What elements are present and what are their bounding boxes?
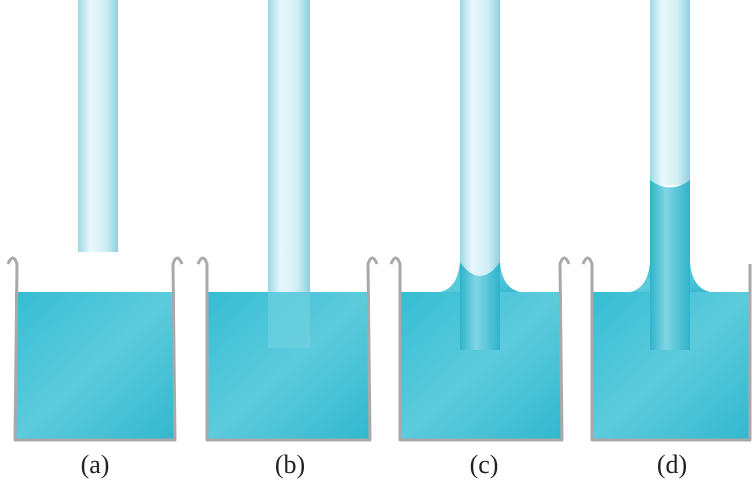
water (15, 292, 175, 439)
tube-water (650, 180, 690, 350)
beaker-c (389, 0, 571, 442)
panel-label: (b) (275, 450, 305, 479)
panel-label: (c) (470, 450, 499, 479)
panel-label: (d) (657, 450, 687, 479)
beaker-b (196, 0, 379, 442)
beaker-a (6, 0, 184, 442)
beaker-wall (6, 256, 184, 442)
beaker-d (581, 0, 752, 442)
beaker-wall (389, 256, 571, 442)
tube-water (460, 262, 500, 350)
tube (460, 0, 500, 300)
tube (268, 0, 310, 292)
tube (650, 0, 690, 185)
tube-submerged (268, 292, 310, 348)
panel-label: (a) (81, 450, 110, 479)
tube (78, 0, 118, 252)
beaker-wall (196, 256, 379, 442)
beaker-wall (581, 256, 752, 442)
